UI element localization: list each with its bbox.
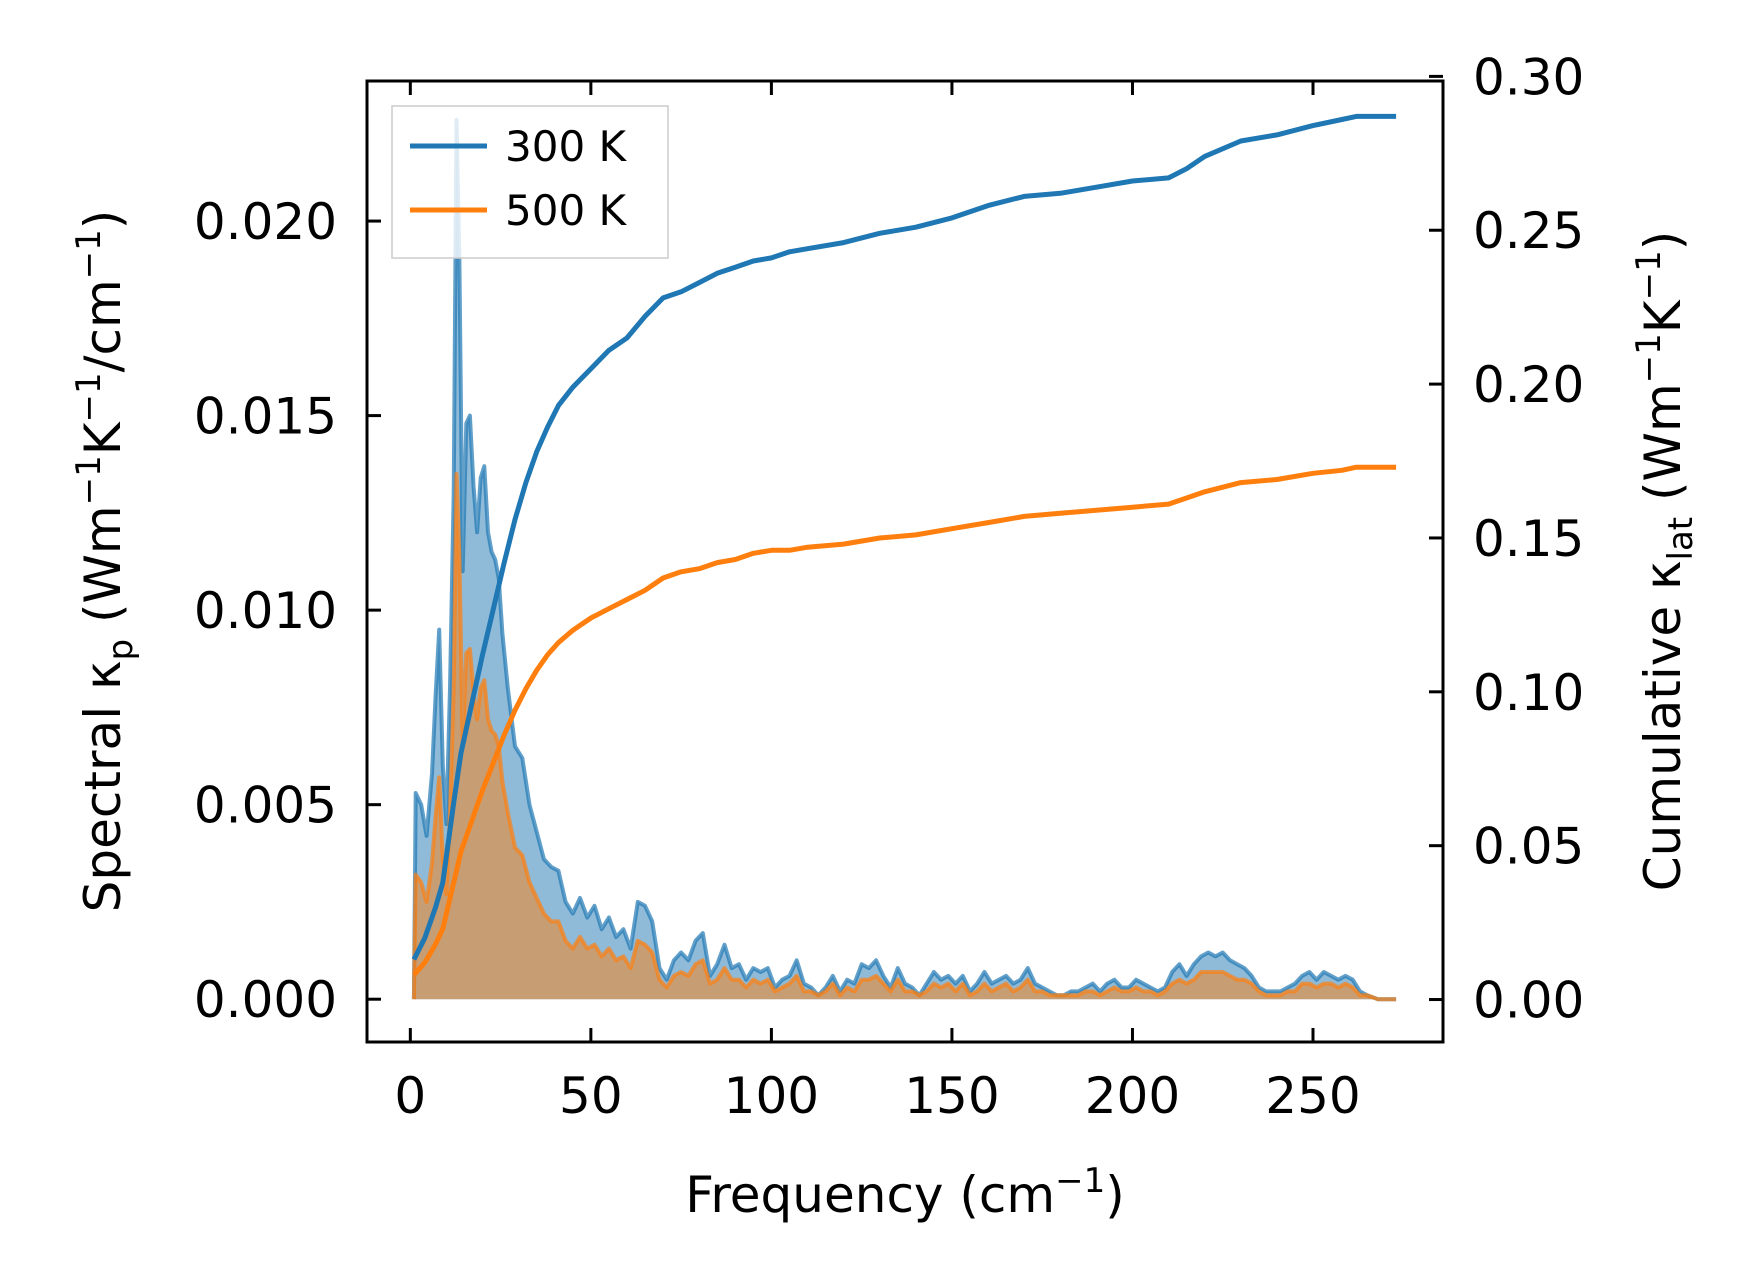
x-tick-label: 150 bbox=[904, 1067, 999, 1125]
legend-label-300k: 300 K bbox=[505, 122, 628, 171]
spectral-area-500k bbox=[413, 474, 1397, 1000]
x-axis-title: Frequency (cm−1) bbox=[685, 1161, 1125, 1224]
y-left-title-mid1: (Wm bbox=[74, 505, 132, 639]
y-axis-right-title: Cumulative κlat (Wm−1K−1) bbox=[1629, 231, 1701, 891]
x-tick-label: 250 bbox=[1265, 1067, 1360, 1125]
x-tick-label: 200 bbox=[1085, 1067, 1180, 1125]
y-left-tick-label: 0.005 bbox=[194, 777, 337, 835]
y-right-title-pre: Cumulative κ bbox=[1634, 560, 1692, 891]
x-axis-title-text: Frequency (cm bbox=[685, 1166, 1055, 1224]
cumulative-line-layer bbox=[411, 113, 1397, 977]
y-left-title-sup1: −1 bbox=[69, 455, 109, 505]
y-right-tick-label: 0.10 bbox=[1473, 664, 1584, 722]
y-right-tick-label: 0.00 bbox=[1473, 972, 1584, 1030]
legend: 300 K 500 K bbox=[391, 105, 669, 259]
y-left-tick-label: 0.015 bbox=[194, 388, 337, 446]
y-right-tick-label: 0.30 bbox=[1473, 48, 1584, 106]
spectral-outline-300k bbox=[411, 117, 1397, 1002]
y-left-title-pre: Spectral κ bbox=[74, 661, 132, 913]
y-left-tick-label: 0.010 bbox=[194, 582, 337, 640]
cumulative-line-300k bbox=[411, 113, 1397, 961]
x-axis-title-sup: −1 bbox=[1055, 1161, 1105, 1201]
x-tick-label: 50 bbox=[559, 1067, 623, 1125]
y-right-title-tail: ) bbox=[1634, 231, 1692, 251]
y-left-tick-label: 0.020 bbox=[194, 193, 337, 251]
y-left-title-sub: p bbox=[101, 639, 141, 661]
y-right-tick-label: 0.20 bbox=[1473, 356, 1584, 414]
y-right-title-sup1: −1 bbox=[1629, 333, 1669, 383]
y-left-tick-label: 0.000 bbox=[194, 971, 337, 1029]
legend-label-500k: 500 K bbox=[505, 186, 628, 235]
y-right-tick-label: 0.25 bbox=[1473, 202, 1584, 260]
tick-layer: 0 50 100 150 200 250 0.000 0.005 0.010 0.015 0.020… bbox=[194, 48, 1584, 1125]
spectral-outline-500k bbox=[411, 472, 1397, 1002]
cumulative-line-500k bbox=[412, 464, 1397, 977]
y-left-title-mid2: K bbox=[74, 421, 132, 455]
y-right-title-mid2: K bbox=[1634, 299, 1692, 333]
y-right-title-sub: lat bbox=[1661, 517, 1701, 561]
y-axis-left-title: Spectral κp (Wm−1K−1/cm−1) bbox=[69, 210, 141, 913]
y-right-tick-label: 0.15 bbox=[1473, 510, 1584, 568]
y-left-title-tail: ) bbox=[74, 210, 132, 230]
y-right-title-sup2: −1 bbox=[1629, 250, 1669, 300]
y-left-title-sup2: −1 bbox=[69, 372, 109, 422]
x-tick-label: 0 bbox=[394, 1067, 426, 1125]
x-axis-title-tail: ) bbox=[1105, 1166, 1125, 1224]
y-left-title-sup3: −1 bbox=[69, 229, 109, 279]
y-right-tick-label: 0.05 bbox=[1473, 818, 1584, 876]
legend-frame bbox=[391, 105, 669, 259]
y-left-title-mid3: /cm bbox=[74, 279, 132, 372]
plot-frame bbox=[365, 79, 1445, 1044]
x-tick-label: 100 bbox=[724, 1067, 819, 1125]
spectral-area-layer bbox=[411, 117, 1397, 1002]
y-right-title-mid1: (Wm bbox=[1634, 383, 1692, 517]
